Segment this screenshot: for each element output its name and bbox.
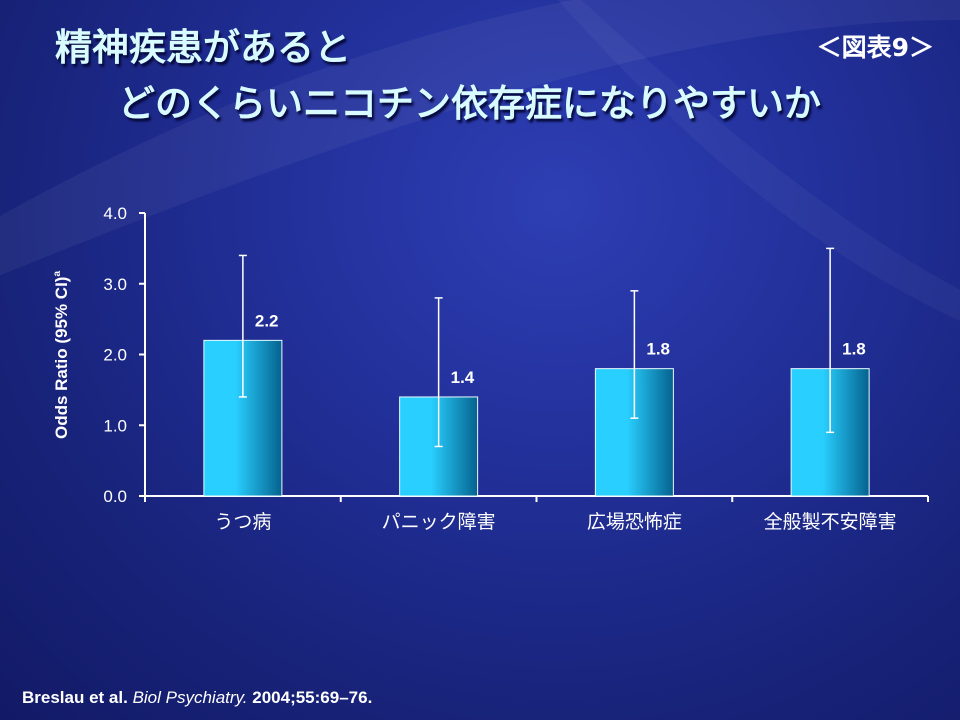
citation-journal: Biol Psychiatry. <box>132 688 248 707</box>
y-tick-label: 1.0 <box>103 416 127 435</box>
data-label: 1.8 <box>646 340 670 359</box>
citation-details: 2004;55:69–76. <box>252 688 373 707</box>
y-axis-label-text: Odds Ratio (95% CI) <box>52 277 71 439</box>
x-tick-label: うつ病 <box>214 511 271 533</box>
data-label: 1.8 <box>842 340 866 359</box>
title-line-1: 精神疾患があると <box>55 26 351 69</box>
x-tick-label: 広場恐怖症 <box>587 511 682 533</box>
citation: Breslau et al. Biol Psychiatry. 2004;55:… <box>22 688 372 708</box>
data-label: 1.4 <box>451 368 475 387</box>
y-tick-label: 4.0 <box>103 204 127 223</box>
data-label: 2.2 <box>255 311 279 330</box>
citation-authors: Breslau et al. <box>22 688 128 707</box>
y-tick-label: 0.0 <box>103 487 127 506</box>
y-tick-label: 2.0 <box>103 346 127 365</box>
y-axis-label-superscript: a <box>52 271 63 277</box>
figure-label: ＜図表9＞ <box>816 33 934 62</box>
y-tick-label: 3.0 <box>103 275 127 294</box>
x-tick-label: パニック障害 <box>382 511 496 533</box>
x-tick-label: 全般製不安障害 <box>764 511 897 533</box>
title-line-2: どのくらいニコチン依存症になりやすいか <box>118 82 821 125</box>
y-axis-label: Odds Ratio (95% CI)a <box>52 271 71 439</box>
